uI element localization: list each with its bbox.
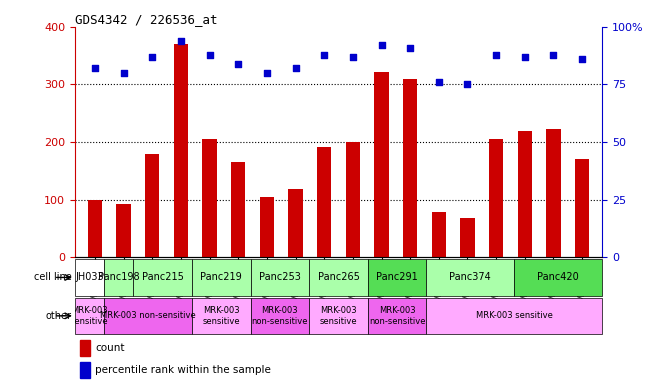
Bar [346, 142, 360, 257]
Text: Panc253: Panc253 [259, 272, 301, 283]
Text: Panc198: Panc198 [98, 272, 139, 283]
Bar [374, 72, 389, 257]
Bar [426, 259, 514, 296]
Point [548, 51, 559, 58]
Point [405, 45, 415, 51]
Bar [317, 147, 331, 257]
Point [176, 38, 186, 44]
Bar [514, 259, 602, 296]
Bar [251, 259, 309, 296]
Bar [368, 259, 426, 296]
Text: MRK-003 non-sensitive: MRK-003 non-sensitive [100, 311, 196, 320]
Bar [288, 189, 303, 257]
Bar [133, 259, 192, 296]
Bar [174, 44, 188, 257]
Point [204, 51, 215, 58]
Text: Panc265: Panc265 [318, 272, 359, 283]
Bar [251, 298, 309, 334]
Text: Panc215: Panc215 [142, 272, 184, 283]
Text: Panc420: Panc420 [537, 272, 579, 283]
Text: other: other [46, 311, 72, 321]
Point [90, 65, 100, 71]
Bar [368, 298, 426, 334]
Point [348, 54, 358, 60]
Text: Panc219: Panc219 [201, 272, 242, 283]
Bar [202, 139, 217, 257]
Text: MRK-003
non-sensitive: MRK-003 non-sensitive [369, 306, 425, 326]
Bar [426, 298, 602, 334]
Point [519, 54, 530, 60]
Point [118, 70, 129, 76]
Point [233, 61, 243, 67]
Bar [432, 212, 446, 257]
Point [147, 54, 158, 60]
Text: GDS4342 / 226536_at: GDS4342 / 226536_at [75, 13, 217, 26]
Text: percentile rank within the sample: percentile rank within the sample [95, 365, 271, 375]
Bar [75, 259, 104, 296]
Bar [117, 204, 131, 257]
Bar [546, 129, 561, 257]
Point [577, 56, 587, 62]
Bar [104, 298, 192, 334]
Bar [192, 298, 251, 334]
Point [462, 81, 473, 88]
Text: count: count [95, 343, 124, 353]
Text: MRK-003 sensitive: MRK-003 sensitive [476, 311, 553, 320]
Point [434, 79, 444, 85]
Bar [80, 341, 90, 356]
Bar [489, 139, 503, 257]
Bar [260, 197, 274, 257]
Bar [104, 259, 133, 296]
Bar [192, 259, 251, 296]
Bar [231, 162, 245, 257]
Text: Panc374: Panc374 [449, 272, 492, 283]
Point [290, 65, 301, 71]
Point [376, 42, 387, 48]
Text: MRK-003
sensitive: MRK-003 sensitive [320, 306, 357, 326]
Bar [403, 79, 417, 257]
Bar [75, 298, 104, 334]
Text: cell line: cell line [34, 272, 72, 283]
Text: MRK-003
sensitive: MRK-003 sensitive [202, 306, 240, 326]
Bar [575, 159, 589, 257]
Bar [88, 200, 102, 257]
Point [491, 51, 501, 58]
Bar [145, 154, 159, 257]
Text: MRK-003
non-sensitive: MRK-003 non-sensitive [252, 306, 308, 326]
Bar [460, 218, 475, 257]
Point [262, 70, 272, 76]
Bar [518, 131, 532, 257]
Text: MRK-003
sensitive: MRK-003 sensitive [71, 306, 108, 326]
Text: JH033: JH033 [76, 272, 104, 283]
Point [319, 51, 329, 58]
Bar [309, 259, 368, 296]
Bar [309, 298, 368, 334]
Text: Panc291: Panc291 [376, 272, 418, 283]
Bar [80, 362, 90, 378]
